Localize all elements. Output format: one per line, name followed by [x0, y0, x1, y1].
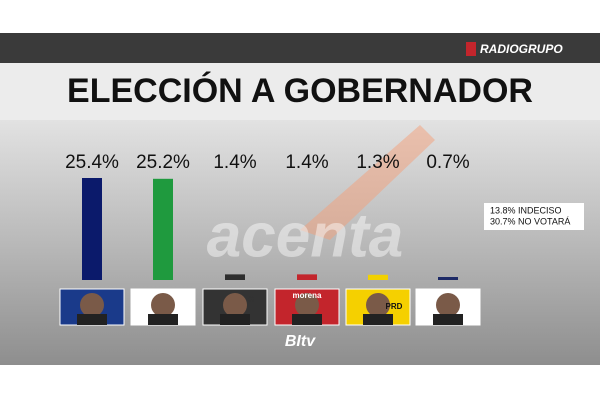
- candidate-photo: [151, 293, 175, 317]
- candidate-body: [148, 314, 178, 325]
- top-band: [0, 33, 600, 63]
- candidate-photo: [436, 293, 460, 317]
- bar: [297, 274, 317, 280]
- network-icon: [466, 42, 476, 56]
- bar: [225, 274, 245, 280]
- candidate-body: [292, 314, 322, 325]
- party-logo: morena: [293, 291, 322, 300]
- party-logo: G: [248, 295, 254, 304]
- annotation-box: [484, 203, 584, 230]
- bar: [438, 277, 458, 280]
- candidate-photo: [295, 293, 319, 317]
- bar: [82, 178, 102, 280]
- party-logo: PRD: [386, 302, 403, 311]
- channel-logo: BItv: [285, 333, 316, 350]
- annotation: 30.7% NO VOTARÁ: [490, 216, 570, 226]
- title-band: [0, 63, 600, 120]
- candidate-photo: [80, 293, 104, 317]
- candidate-body: [220, 314, 250, 325]
- candidate-body: [433, 314, 463, 325]
- network-logo: RADIOGRUPO: [480, 42, 563, 56]
- value-label: 1.3%: [356, 152, 399, 173]
- annotation: 13.8% INDECISO: [490, 205, 562, 215]
- candidate-photo: [366, 293, 390, 317]
- bottom-band: [0, 365, 600, 400]
- chart-title: ELECCIÓN A GOBERNADOR: [67, 72, 533, 110]
- candidate-body: [363, 314, 393, 325]
- value-label: 0.7%: [426, 152, 469, 173]
- candidate-photo: [223, 293, 247, 317]
- value-label: 1.4%: [285, 152, 328, 173]
- value-label: 25.2%: [136, 152, 190, 173]
- watermark-shape: [300, 125, 435, 240]
- value-label: 25.4%: [65, 152, 119, 173]
- watermark: acenta: [207, 201, 403, 270]
- value-label: 1.4%: [213, 152, 256, 173]
- bar: [153, 178, 173, 280]
- bar: [368, 274, 388, 280]
- candidate-body: [77, 314, 107, 325]
